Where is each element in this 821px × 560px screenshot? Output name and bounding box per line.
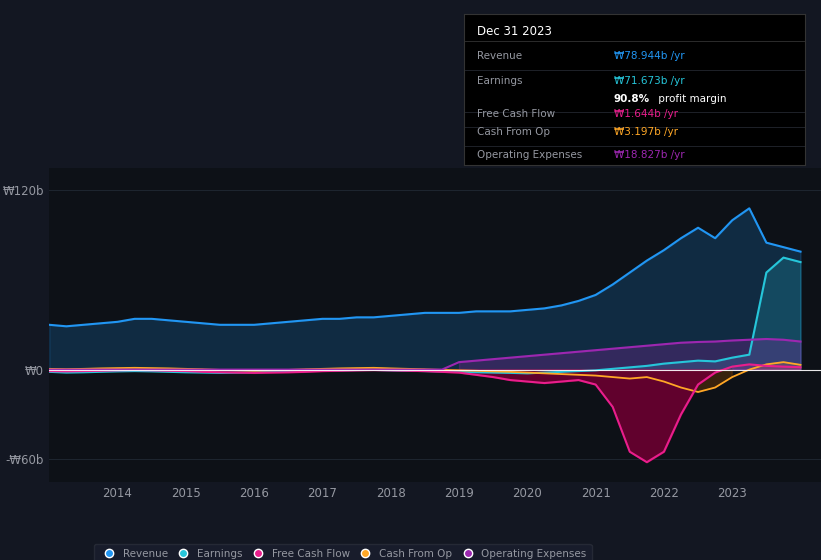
Text: ₩71.673b /yr: ₩71.673b /yr [614, 76, 685, 86]
Text: Operating Expenses: Operating Expenses [478, 150, 583, 160]
Text: Revenue: Revenue [478, 52, 523, 62]
Text: ₩1.644b /yr: ₩1.644b /yr [614, 109, 678, 119]
Text: ₩18.827b /yr: ₩18.827b /yr [614, 150, 685, 160]
Text: 90.8%: 90.8% [614, 94, 650, 104]
Text: ₩78.944b /yr: ₩78.944b /yr [614, 52, 685, 62]
Legend: Revenue, Earnings, Free Cash Flow, Cash From Op, Operating Expenses: Revenue, Earnings, Free Cash Flow, Cash … [94, 544, 592, 560]
Text: Cash From Op: Cash From Op [478, 127, 551, 137]
Text: Free Cash Flow: Free Cash Flow [478, 109, 556, 119]
Text: profit margin: profit margin [654, 94, 726, 104]
Text: Earnings: Earnings [478, 76, 523, 86]
Text: ₩3.197b /yr: ₩3.197b /yr [614, 127, 678, 137]
Text: Dec 31 2023: Dec 31 2023 [478, 25, 553, 38]
